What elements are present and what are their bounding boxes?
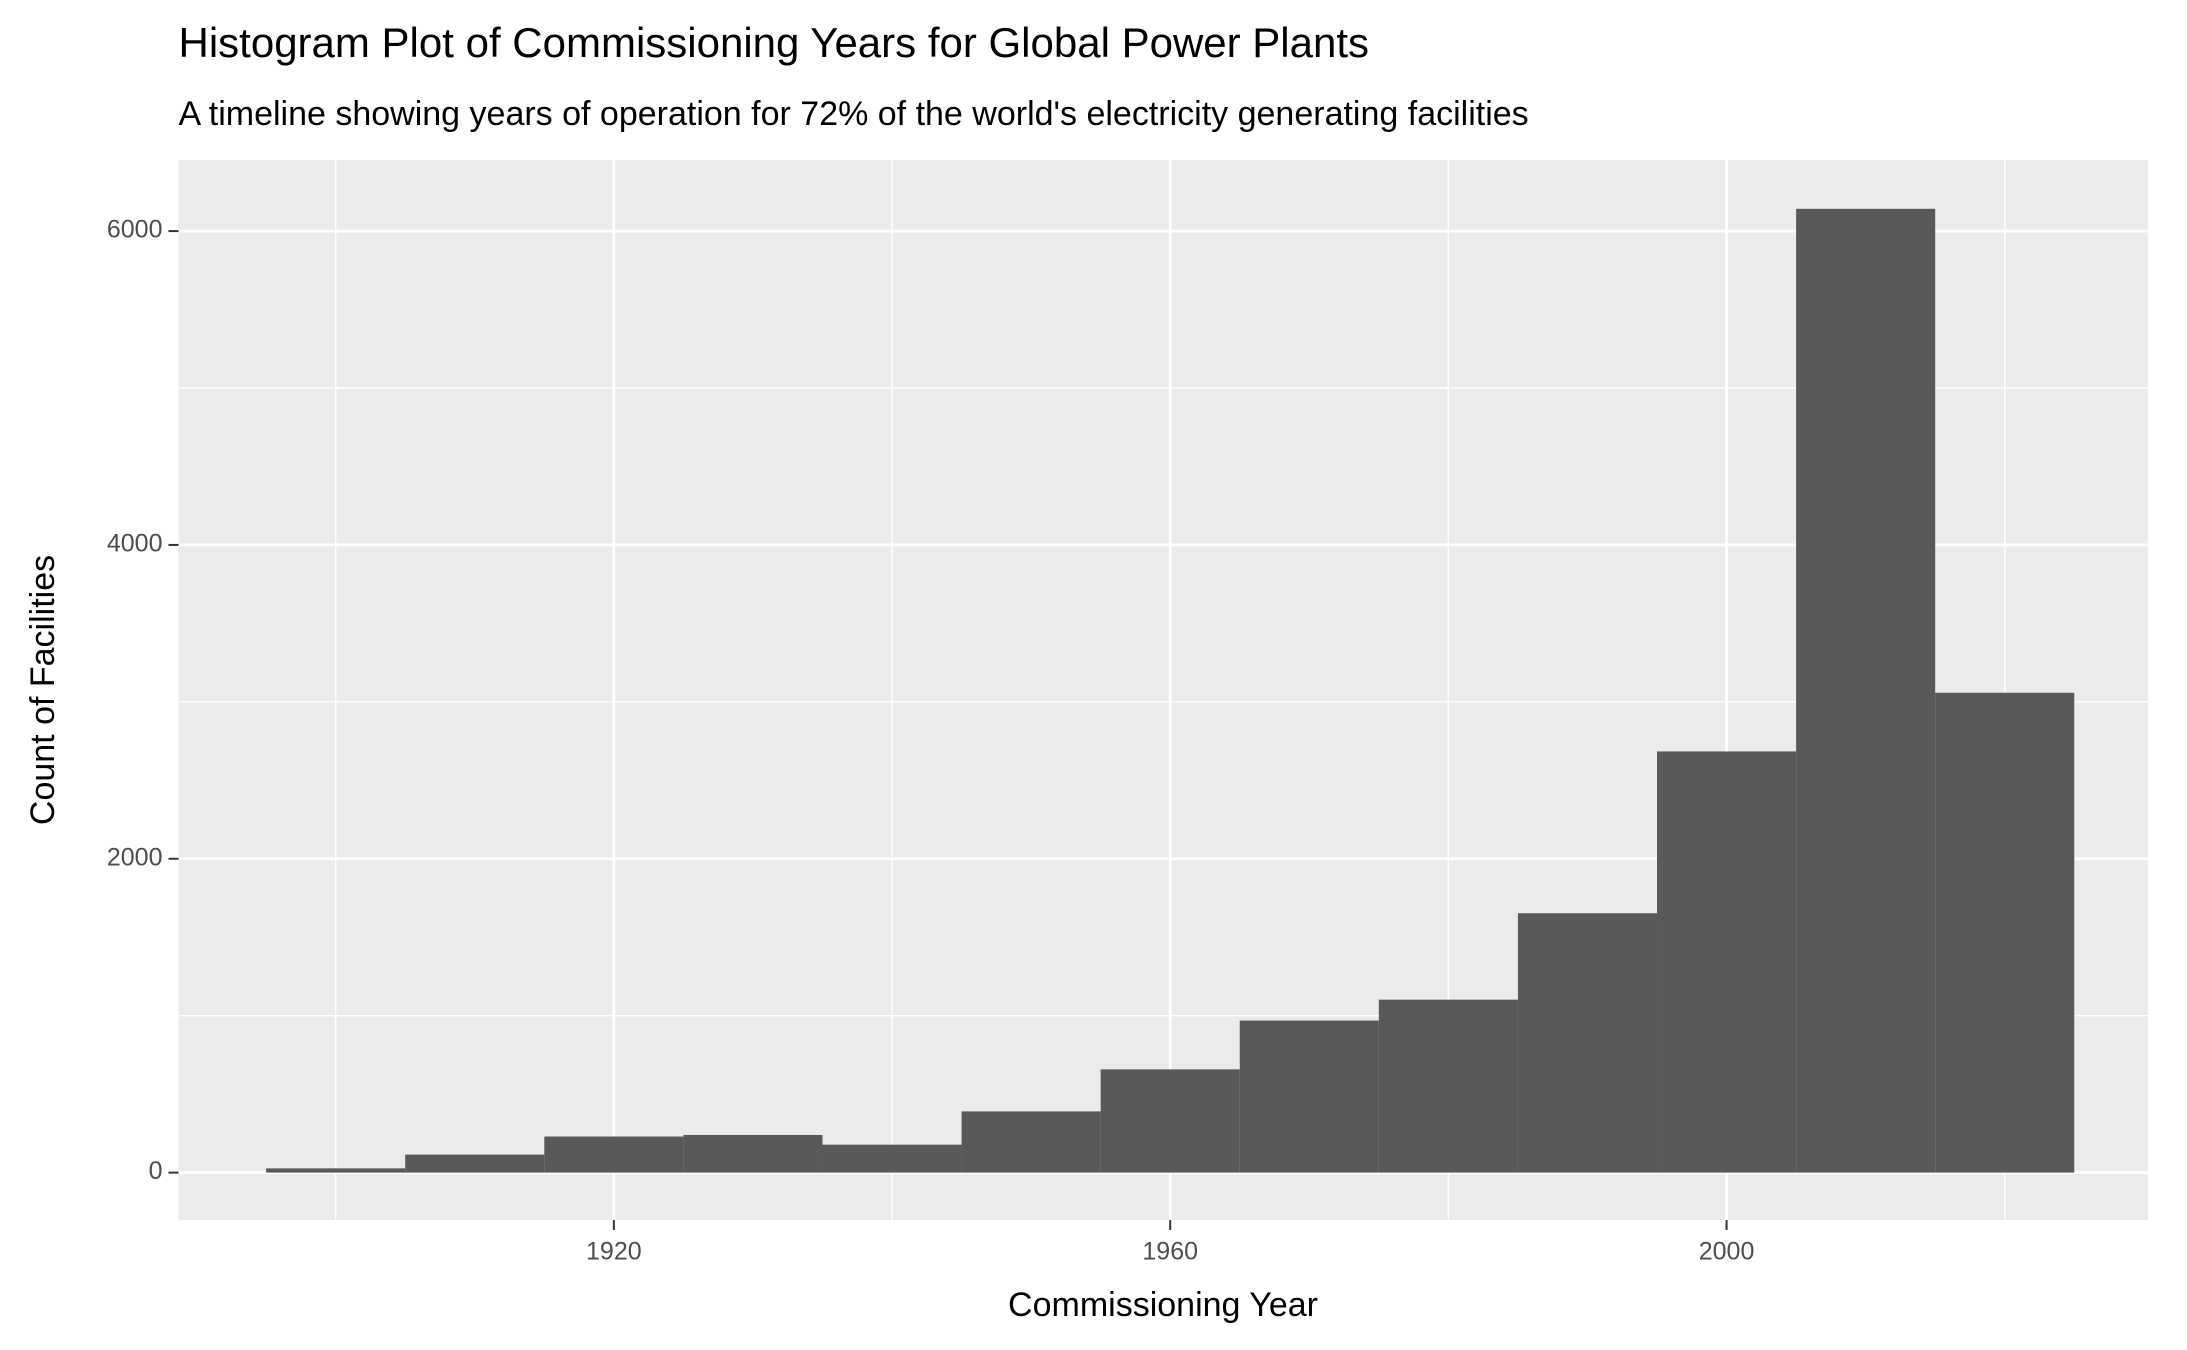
- bar: [266, 1168, 406, 1173]
- bar: [1378, 999, 1518, 1173]
- bar: [1935, 692, 2075, 1173]
- bar: [1796, 208, 1936, 1173]
- bar: [1239, 1020, 1379, 1173]
- y-tick-label: 2000: [107, 843, 163, 871]
- bar: [683, 1134, 823, 1173]
- y-axis-title: Count of Facilities: [24, 555, 62, 825]
- y-tick-label: 4000: [107, 530, 163, 558]
- bar: [405, 1154, 545, 1173]
- y-tick-label: 0: [149, 1157, 163, 1185]
- x-axis-title: Commissioning Year: [1008, 1286, 1318, 1324]
- bar: [1657, 751, 1797, 1173]
- bar: [961, 1111, 1101, 1173]
- bar: [1100, 1069, 1240, 1173]
- x-tick-label: 1960: [1142, 1238, 1198, 1266]
- bar: [1517, 913, 1658, 1173]
- y-tick-label: 6000: [107, 216, 163, 244]
- bar: [822, 1144, 962, 1173]
- chart-title: Histogram Plot of Commissioning Years fo…: [179, 19, 1370, 66]
- x-tick-label: 1920: [586, 1238, 642, 1266]
- bar: [544, 1136, 684, 1173]
- chart-subtitle: A timeline showing years of operation fo…: [179, 95, 1529, 133]
- x-tick-label: 2000: [1699, 1238, 1755, 1266]
